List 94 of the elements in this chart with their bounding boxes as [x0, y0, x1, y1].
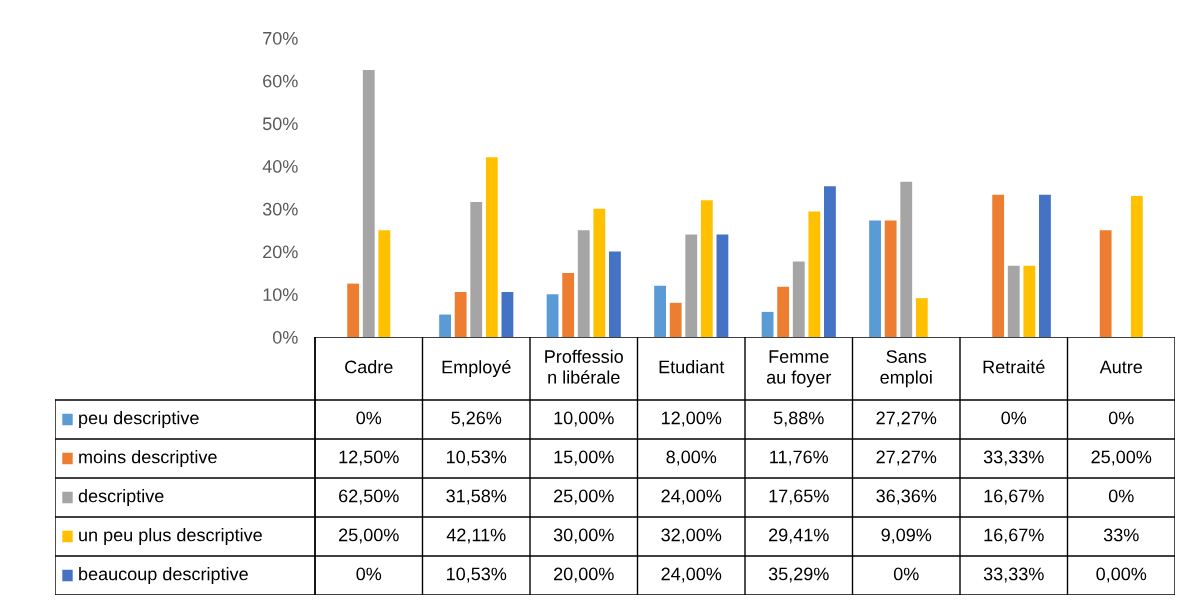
legend-label: beaucoup descriptive	[79, 567, 248, 584]
x-tick-label: Femme au foyer	[766, 350, 832, 388]
bar	[1007, 265, 1020, 337]
bar	[654, 285, 666, 337]
data-label: 35,29%	[768, 567, 829, 583]
bar	[1099, 230, 1112, 337]
data-label: 33,33%	[983, 450, 1044, 466]
bar	[485, 157, 498, 337]
bar	[1130, 196, 1143, 337]
bar	[577, 230, 590, 337]
data-label: 27,27%	[876, 450, 937, 466]
bar	[824, 186, 836, 337]
bar	[1023, 265, 1036, 337]
data-label: 16,67%	[984, 528, 1044, 544]
data-label: 8,00%	[666, 450, 717, 466]
bar	[470, 202, 483, 337]
bar	[609, 251, 621, 337]
data-label: 31,58%	[446, 489, 507, 505]
data-label: 25,00%	[554, 489, 614, 505]
y-tick-label: 70%	[263, 31, 298, 45]
bar	[362, 70, 375, 337]
data-label: 33,33%	[983, 567, 1044, 583]
data-label: 16,67%	[984, 489, 1044, 505]
legend-label: peu descriptive	[79, 411, 199, 428]
data-label: 42,11%	[446, 528, 506, 544]
x-tick-label: Cadre	[345, 360, 393, 374]
bar	[562, 272, 575, 337]
bar	[761, 311, 774, 337]
data-label: 17,65%	[769, 489, 829, 505]
data-label: 5,26%	[451, 411, 502, 427]
data-label: 10,53%	[447, 567, 507, 583]
data-label: 0%	[893, 567, 919, 581]
data-label: 10,53%	[447, 450, 507, 466]
bar	[546, 294, 559, 337]
x-tick-label: Proffessio n libérale	[545, 349, 623, 384]
bar	[439, 314, 451, 337]
bar	[808, 211, 821, 337]
bar	[1039, 194, 1051, 337]
data-label: 29,41%	[769, 528, 829, 544]
data-label: 24,00%	[661, 567, 722, 583]
data-label: 12,50%	[339, 450, 399, 466]
data-label: 10,00%	[554, 411, 614, 427]
bar	[501, 292, 514, 337]
y-tick-label: 50%	[262, 117, 298, 131]
bar	[992, 194, 1005, 337]
data-label: 9,09%	[881, 528, 932, 544]
legend-label: descriptive	[78, 489, 164, 506]
x-tick-label: Autre	[1099, 360, 1143, 374]
y-tick-label: 40%	[262, 160, 298, 173]
x-tick-label: Employé	[442, 359, 511, 378]
bar	[869, 220, 881, 337]
data-label: 30,00%	[553, 528, 614, 544]
bar	[777, 286, 790, 337]
x-tick-label: Etudiant	[659, 360, 725, 374]
bar	[884, 220, 897, 337]
bar	[685, 234, 698, 337]
y-tick-label: 60%	[263, 74, 298, 88]
data-label: 25,00%	[339, 528, 399, 544]
data-label: 11,76%	[770, 450, 829, 466]
bar	[700, 200, 713, 337]
legend-label: un peu plus descriptive	[79, 528, 262, 545]
bar	[716, 234, 729, 337]
x-tick-label: Retraité	[983, 359, 1045, 374]
bar	[593, 208, 606, 337]
bar	[378, 230, 391, 337]
data-label: 0%	[356, 567, 382, 581]
x-tick-label: Sans emploi	[880, 350, 932, 388]
legend-label: moins descriptive	[79, 450, 217, 467]
data-label: 20,00%	[554, 567, 614, 583]
bar	[347, 283, 360, 337]
data-label: 62,50%	[339, 489, 399, 505]
data-label: 33%	[1103, 528, 1139, 542]
bar	[900, 181, 913, 337]
bar	[792, 261, 805, 337]
data-label: 27,27%	[876, 411, 937, 427]
data-label: 24,00%	[661, 489, 722, 505]
data-label: 25,00%	[1091, 450, 1152, 466]
data-label: 0%	[1108, 489, 1134, 503]
y-tick-label: 10%	[263, 288, 298, 302]
y-tick-label: 0%	[272, 330, 298, 344]
data-label: 32,00%	[661, 528, 722, 544]
data-label: 36,36%	[876, 489, 937, 505]
data-label: 0%	[1001, 411, 1027, 425]
data-label: 0,00%	[1096, 567, 1147, 583]
data-label: 15,00%	[554, 450, 614, 466]
data-label: 0%	[1108, 411, 1134, 425]
data-label: 5,88%	[773, 411, 824, 427]
y-tick-label: 30%	[262, 202, 298, 216]
bar	[454, 292, 467, 337]
y-tick-label: 20%	[263, 245, 298, 259]
data-label: 12,00%	[662, 411, 722, 427]
bar	[915, 298, 928, 337]
data-label: 0%	[356, 411, 382, 425]
bar	[669, 302, 682, 337]
